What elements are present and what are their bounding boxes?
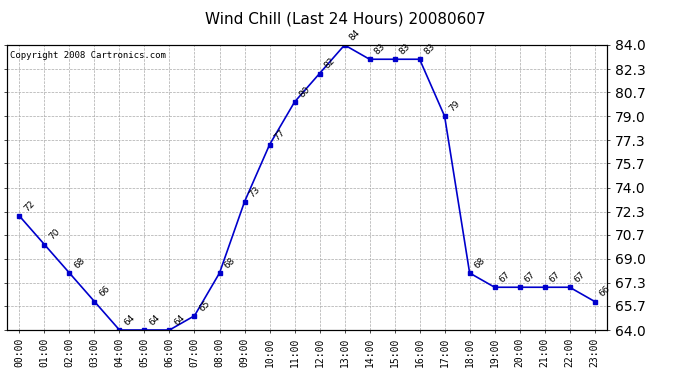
Text: 70: 70 — [47, 227, 61, 242]
Text: 79: 79 — [447, 99, 462, 114]
Text: 66: 66 — [97, 284, 112, 299]
Text: 68: 68 — [222, 256, 237, 270]
Text: 84: 84 — [347, 28, 362, 42]
Text: 80: 80 — [297, 85, 312, 99]
Text: 67: 67 — [522, 270, 537, 285]
Text: 83: 83 — [397, 42, 412, 57]
Text: 83: 83 — [373, 42, 387, 57]
Text: 72: 72 — [22, 199, 37, 213]
Text: 65: 65 — [197, 298, 212, 313]
Text: Copyright 2008 Cartronics.com: Copyright 2008 Cartronics.com — [10, 51, 166, 60]
Text: 73: 73 — [247, 184, 262, 199]
Text: 68: 68 — [473, 256, 487, 270]
Text: 68: 68 — [72, 256, 87, 270]
Text: 67: 67 — [573, 270, 587, 285]
Text: 77: 77 — [273, 128, 287, 142]
Text: 64: 64 — [147, 313, 161, 327]
Text: 83: 83 — [422, 42, 437, 57]
Text: 64: 64 — [172, 313, 187, 327]
Text: 82: 82 — [322, 56, 337, 71]
Text: 64: 64 — [122, 313, 137, 327]
Text: 66: 66 — [598, 284, 612, 299]
Text: 67: 67 — [547, 270, 562, 285]
Text: 67: 67 — [497, 270, 512, 285]
Text: Wind Chill (Last 24 Hours) 20080607: Wind Chill (Last 24 Hours) 20080607 — [205, 11, 485, 26]
